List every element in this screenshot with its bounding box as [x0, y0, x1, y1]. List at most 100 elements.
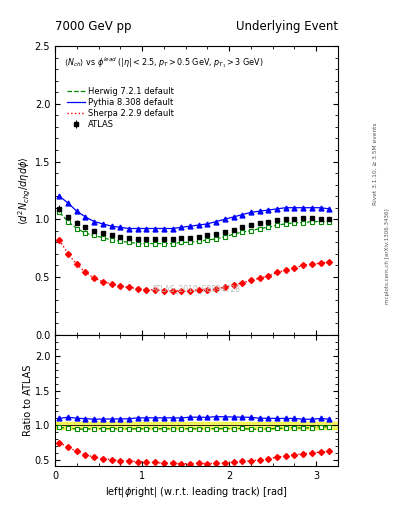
Bar: [55, 422, 338, 429]
Line: Sherpa 2.2.9 default: Sherpa 2.2.9 default: [59, 240, 329, 291]
Herwig 7.2.1 default: [118, 238, 123, 244]
Sherpa 2.2.9 default: [66, 251, 70, 257]
Herwig 7.2.1 default: [240, 229, 244, 235]
Herwig 7.2.1 default: [153, 241, 158, 247]
Sherpa 2.2.9 default: [222, 284, 227, 290]
Herwig 7.2.1 default: [214, 236, 219, 242]
Sherpa 2.2.9 default: [83, 269, 88, 275]
Text: $\langle N_{ch}\rangle$ vs $\phi^{\mathit{lead}}$ ($|\eta| < 2.5, p_T > 0.5$ GeV: $\langle N_{ch}\rangle$ vs $\phi^{\mathi…: [64, 55, 263, 70]
Sherpa 2.2.9 default: [109, 281, 114, 287]
Pythia 8.308 default: [83, 214, 88, 220]
Text: Underlying Event: Underlying Event: [236, 20, 338, 33]
Pythia 8.308 default: [214, 219, 219, 225]
Herwig 7.2.1 default: [109, 237, 114, 243]
Text: 7000 GeV pp: 7000 GeV pp: [55, 20, 132, 33]
Pythia 8.308 default: [135, 225, 140, 231]
Herwig 7.2.1 default: [92, 232, 97, 239]
Pythia 8.308 default: [266, 207, 271, 213]
Line: Herwig 7.2.1 default: Herwig 7.2.1 default: [59, 212, 329, 244]
Herwig 7.2.1 default: [248, 228, 253, 234]
Pythia 8.308 default: [240, 211, 244, 218]
X-axis label: left|$\phi$right| (w.r.t. leading track) [rad]: left|$\phi$right| (w.r.t. leading track)…: [105, 485, 288, 499]
Sherpa 2.2.9 default: [179, 288, 184, 294]
Herwig 7.2.1 default: [127, 239, 131, 245]
Pythia 8.308 default: [283, 205, 288, 211]
Pythia 8.308 default: [248, 209, 253, 216]
Sherpa 2.2.9 default: [162, 288, 166, 294]
Y-axis label: Ratio to ATLAS: Ratio to ATLAS: [24, 365, 33, 436]
Herwig 7.2.1 default: [196, 238, 201, 244]
Line: Pythia 8.308 default: Pythia 8.308 default: [59, 196, 329, 228]
Pythia 8.308 default: [74, 208, 79, 214]
Pythia 8.308 default: [101, 221, 105, 227]
Pythia 8.308 default: [162, 225, 166, 231]
Text: Rivet 3.1.10, ≥ 3.5M events: Rivet 3.1.10, ≥ 3.5M events: [373, 122, 378, 205]
Sherpa 2.2.9 default: [301, 262, 305, 268]
Herwig 7.2.1 default: [144, 241, 149, 247]
Herwig 7.2.1 default: [301, 220, 305, 226]
Herwig 7.2.1 default: [318, 219, 323, 225]
Sherpa 2.2.9 default: [283, 267, 288, 273]
Pythia 8.308 default: [118, 224, 123, 230]
Herwig 7.2.1 default: [231, 231, 236, 238]
Pythia 8.308 default: [310, 205, 314, 211]
Herwig 7.2.1 default: [83, 230, 88, 236]
Herwig 7.2.1 default: [257, 225, 262, 231]
Pythia 8.308 default: [222, 216, 227, 222]
Sherpa 2.2.9 default: [144, 287, 149, 293]
Sherpa 2.2.9 default: [101, 279, 105, 285]
Herwig 7.2.1 default: [179, 239, 184, 245]
Pythia 8.308 default: [66, 200, 70, 206]
Pythia 8.308 default: [257, 208, 262, 214]
Sherpa 2.2.9 default: [214, 286, 219, 292]
Sherpa 2.2.9 default: [196, 287, 201, 293]
Pythia 8.308 default: [153, 225, 158, 231]
Pythia 8.308 default: [144, 225, 149, 231]
Sherpa 2.2.9 default: [248, 278, 253, 284]
Sherpa 2.2.9 default: [153, 287, 158, 293]
Sherpa 2.2.9 default: [292, 265, 297, 271]
Herwig 7.2.1 default: [327, 219, 332, 225]
Pythia 8.308 default: [92, 219, 97, 225]
Sherpa 2.2.9 default: [327, 259, 332, 265]
Herwig 7.2.1 default: [57, 209, 62, 216]
Herwig 7.2.1 default: [283, 221, 288, 227]
Herwig 7.2.1 default: [162, 241, 166, 247]
Text: mcplots.cern.ch [arXiv:1306.3436]: mcplots.cern.ch [arXiv:1306.3436]: [385, 208, 389, 304]
Sherpa 2.2.9 default: [257, 275, 262, 281]
Pythia 8.308 default: [327, 206, 332, 212]
Pythia 8.308 default: [318, 205, 323, 211]
Herwig 7.2.1 default: [101, 234, 105, 241]
Sherpa 2.2.9 default: [187, 288, 192, 294]
Y-axis label: $\langle d^2 N_{chg}/d\eta d\phi \rangle$: $\langle d^2 N_{chg}/d\eta d\phi \rangle…: [17, 156, 33, 225]
Pythia 8.308 default: [127, 225, 131, 231]
Legend: Herwig 7.2.1 default, Pythia 8.308 default, Sherpa 2.2.9 default, ATLAS: Herwig 7.2.1 default, Pythia 8.308 defau…: [65, 85, 176, 131]
Pythia 8.308 default: [170, 225, 175, 231]
Sherpa 2.2.9 default: [135, 286, 140, 292]
Herwig 7.2.1 default: [135, 241, 140, 247]
Pythia 8.308 default: [275, 206, 279, 212]
Herwig 7.2.1 default: [74, 225, 79, 231]
Sherpa 2.2.9 default: [57, 237, 62, 243]
Sherpa 2.2.9 default: [118, 283, 123, 289]
Pythia 8.308 default: [109, 223, 114, 229]
Pythia 8.308 default: [292, 205, 297, 211]
Herwig 7.2.1 default: [292, 220, 297, 226]
Herwig 7.2.1 default: [170, 241, 175, 247]
Herwig 7.2.1 default: [187, 239, 192, 245]
Sherpa 2.2.9 default: [318, 260, 323, 266]
Sherpa 2.2.9 default: [231, 282, 236, 288]
Sherpa 2.2.9 default: [127, 284, 131, 290]
Pythia 8.308 default: [196, 222, 201, 228]
Herwig 7.2.1 default: [66, 219, 70, 225]
Herwig 7.2.1 default: [275, 222, 279, 228]
Text: ATLAS_2010_S8894728: ATLAS_2010_S8894728: [152, 284, 241, 293]
Herwig 7.2.1 default: [266, 224, 271, 230]
Pythia 8.308 default: [231, 214, 236, 220]
Herwig 7.2.1 default: [310, 219, 314, 225]
Pythia 8.308 default: [179, 224, 184, 230]
Sherpa 2.2.9 default: [240, 280, 244, 286]
Sherpa 2.2.9 default: [74, 261, 79, 267]
Pythia 8.308 default: [205, 221, 210, 227]
Pythia 8.308 default: [187, 223, 192, 229]
